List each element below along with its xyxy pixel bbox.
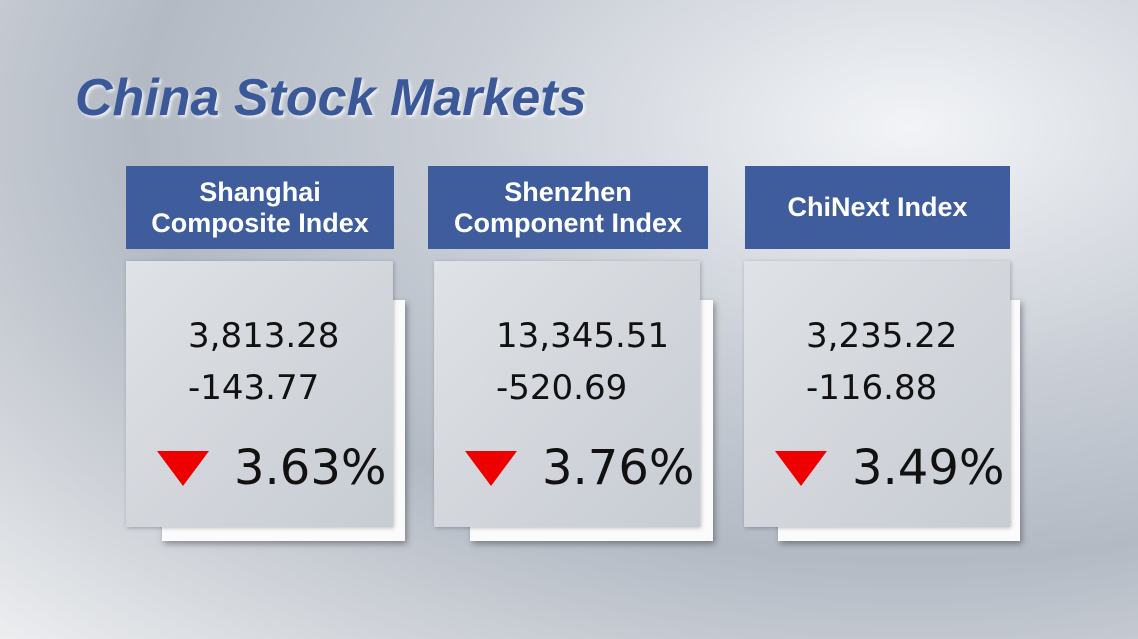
percent-change: 3.63% — [234, 440, 387, 496]
card-title-line: Shenzhen — [504, 176, 632, 207]
down-arrow-shape — [775, 451, 827, 486]
index-value: 13,345.51 — [496, 316, 670, 356]
card-title-line: Composite Index — [151, 207, 369, 238]
down-arrow-shape — [465, 451, 517, 486]
percent-change: 3.76% — [542, 440, 695, 496]
page-title: China Stock Markets — [75, 69, 587, 127]
down-arrow — [775, 451, 827, 486]
card-body — [744, 261, 1010, 527]
percent-change: 3.49% — [852, 440, 1005, 496]
down-arrow — [465, 451, 517, 486]
down-arrow — [157, 451, 209, 486]
index-change: -116.88 — [806, 368, 938, 408]
card-body — [126, 261, 393, 527]
down-arrow-shape — [157, 451, 209, 486]
card-header: Shanghai Composite Index — [126, 166, 394, 249]
card-title-line: Component Index — [454, 207, 682, 238]
card-body — [434, 261, 700, 527]
index-value: 3,813.28 — [188, 316, 340, 356]
index-change: -143.77 — [188, 368, 320, 408]
card-header: Shenzhen Component Index — [428, 166, 708, 249]
card-title-line: ChiNext Index — [787, 192, 968, 222]
card-title-line: Shanghai — [199, 176, 321, 207]
card-header: ChiNext Index — [745, 166, 1010, 249]
index-change: -520.69 — [496, 368, 628, 408]
index-value: 3,235.22 — [806, 316, 958, 356]
